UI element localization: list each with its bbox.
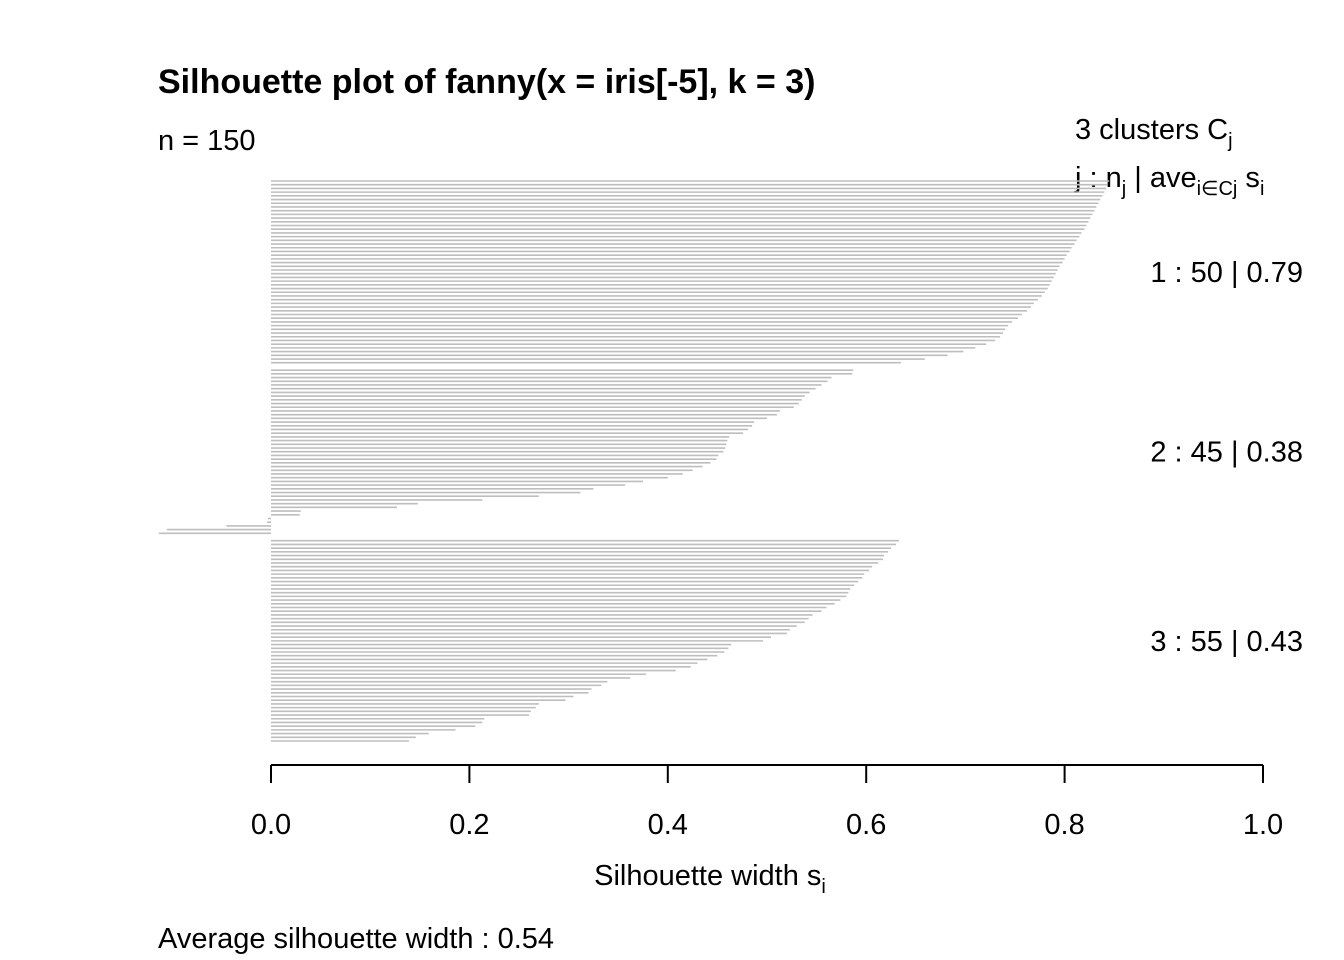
- cluster-label-2: 2 : 45 | 0.38: [1150, 437, 1303, 469]
- cluster-label-3: 3 : 55 | 0.43: [1150, 626, 1303, 658]
- x-tick-label-0.8: 0.8: [1044, 809, 1084, 841]
- x-tick-label-0.0: 0.0: [251, 809, 291, 841]
- silhouette-bars: [158, 180, 1110, 742]
- legend-header-columns: j : nj | avei∈Cj si: [1074, 162, 1264, 200]
- x-tick-label-0.2: 0.2: [449, 809, 489, 841]
- x-axis: 0.0 0.2 0.4 0.6 0.8 1.0: [251, 764, 1283, 841]
- sample-count: n = 150: [158, 125, 256, 157]
- x-tick-label-1.0: 1.0: [1243, 809, 1283, 841]
- x-axis-label: Silhouette width si: [594, 860, 826, 898]
- x-tick-label-0.6: 0.6: [846, 809, 886, 841]
- cluster-label-1: 1 : 50 | 0.79: [1150, 257, 1303, 289]
- cluster-labels: 1 : 50 | 0.79 2 : 45 | 0.38 3 : 55 | 0.43: [1150, 257, 1303, 658]
- average-silhouette-width: Average silhouette width : 0.54: [158, 923, 554, 955]
- legend-header-clusters: 3 clusters Cj: [1075, 114, 1233, 152]
- chart-title: Silhouette plot of fanny(x = iris[-5], k…: [158, 63, 815, 101]
- x-tick-label-0.4: 0.4: [648, 809, 688, 841]
